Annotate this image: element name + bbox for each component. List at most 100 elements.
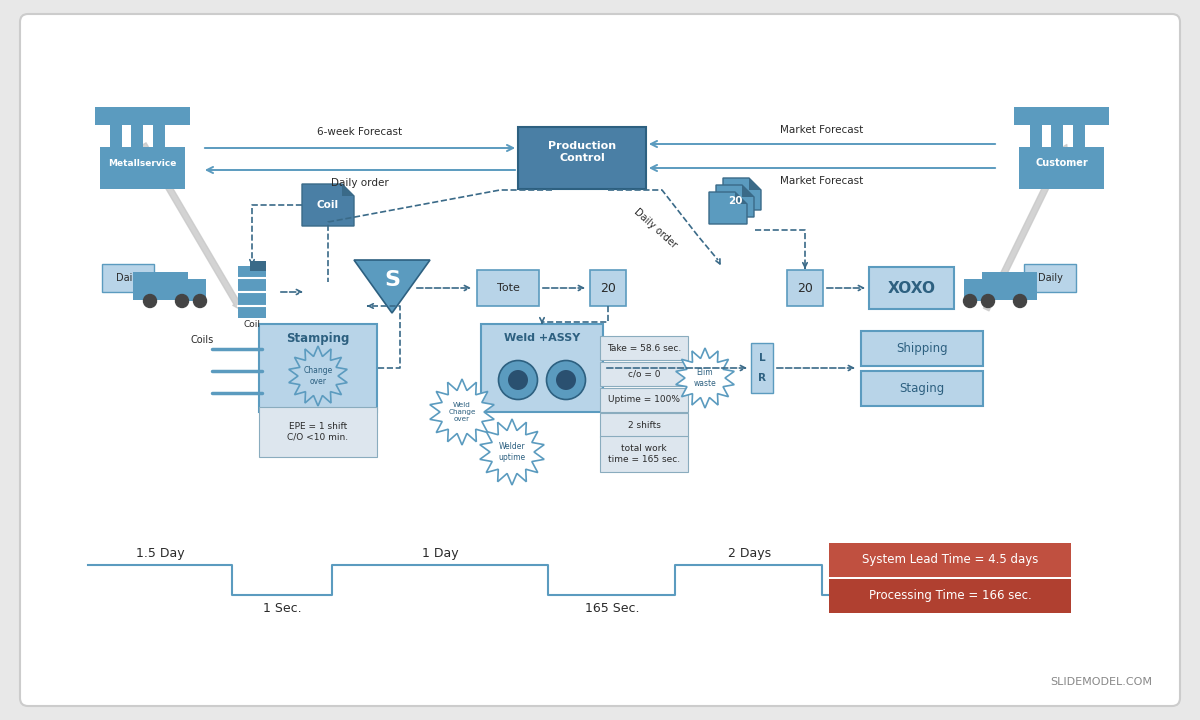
Text: Tote: Tote xyxy=(497,283,520,293)
FancyBboxPatch shape xyxy=(259,407,377,457)
FancyBboxPatch shape xyxy=(870,267,954,309)
FancyBboxPatch shape xyxy=(250,261,266,271)
Circle shape xyxy=(982,294,995,307)
Text: Staging: Staging xyxy=(899,382,944,395)
Polygon shape xyxy=(430,379,494,445)
Text: c/o = 0: c/o = 0 xyxy=(628,369,660,379)
Text: Coil: Coil xyxy=(317,200,340,210)
Text: XOXO: XOXO xyxy=(888,281,936,295)
Text: 1 Day: 1 Day xyxy=(421,546,458,559)
Polygon shape xyxy=(480,419,544,485)
FancyBboxPatch shape xyxy=(154,125,166,147)
Polygon shape xyxy=(749,178,761,190)
FancyBboxPatch shape xyxy=(1020,147,1104,189)
Text: Customer: Customer xyxy=(1036,158,1088,168)
FancyBboxPatch shape xyxy=(600,436,688,472)
Text: 2 shifts: 2 shifts xyxy=(628,420,660,430)
FancyBboxPatch shape xyxy=(1051,125,1063,147)
Text: Metallservice: Metallservice xyxy=(108,158,176,168)
FancyBboxPatch shape xyxy=(100,147,185,189)
Text: Daily: Daily xyxy=(1038,273,1062,283)
FancyBboxPatch shape xyxy=(1073,125,1085,147)
Polygon shape xyxy=(722,178,761,210)
Text: S: S xyxy=(384,270,400,290)
Text: SLIDEMODEL.COM: SLIDEMODEL.COM xyxy=(1050,677,1152,687)
FancyBboxPatch shape xyxy=(259,324,377,412)
Text: 2 Days: 2 Days xyxy=(728,546,772,559)
FancyBboxPatch shape xyxy=(829,543,1070,577)
Circle shape xyxy=(508,370,528,390)
Polygon shape xyxy=(95,107,190,125)
Text: Coils: Coils xyxy=(191,335,214,345)
FancyBboxPatch shape xyxy=(983,272,1038,300)
Polygon shape xyxy=(354,260,430,313)
FancyBboxPatch shape xyxy=(184,279,206,301)
FancyBboxPatch shape xyxy=(131,125,143,147)
FancyBboxPatch shape xyxy=(860,330,983,366)
FancyBboxPatch shape xyxy=(1030,125,1042,147)
FancyBboxPatch shape xyxy=(132,272,187,300)
Circle shape xyxy=(144,294,156,307)
Polygon shape xyxy=(734,192,746,204)
Circle shape xyxy=(556,370,576,390)
Text: Uptime = 100%: Uptime = 100% xyxy=(608,395,680,405)
Polygon shape xyxy=(1014,107,1110,125)
Polygon shape xyxy=(289,346,347,406)
Polygon shape xyxy=(709,192,746,224)
Text: Coil: Coil xyxy=(244,320,260,328)
Text: 1 Sec.: 1 Sec. xyxy=(263,603,301,616)
FancyBboxPatch shape xyxy=(590,270,626,306)
Text: 20: 20 xyxy=(727,196,743,206)
Text: 20: 20 xyxy=(797,282,812,294)
Text: Weld
Change
over: Weld Change over xyxy=(449,402,475,422)
Text: Change
over: Change over xyxy=(304,366,332,386)
FancyBboxPatch shape xyxy=(600,362,688,386)
FancyBboxPatch shape xyxy=(860,371,983,405)
FancyBboxPatch shape xyxy=(1024,264,1076,292)
Circle shape xyxy=(175,294,188,307)
FancyBboxPatch shape xyxy=(476,270,539,306)
Text: Daily order: Daily order xyxy=(331,178,389,188)
Text: Weld +ASSY: Weld +ASSY xyxy=(504,333,580,343)
Circle shape xyxy=(1014,294,1026,307)
Text: L: L xyxy=(758,353,766,363)
Text: Market Forecast: Market Forecast xyxy=(780,125,864,135)
FancyBboxPatch shape xyxy=(20,14,1180,706)
FancyBboxPatch shape xyxy=(238,266,266,318)
FancyBboxPatch shape xyxy=(751,343,773,393)
Text: Elim
waste: Elim waste xyxy=(694,369,716,387)
Polygon shape xyxy=(716,185,754,217)
FancyBboxPatch shape xyxy=(787,270,823,306)
FancyBboxPatch shape xyxy=(518,127,646,189)
FancyBboxPatch shape xyxy=(600,336,688,360)
Text: Take = 58.6 sec.: Take = 58.6 sec. xyxy=(607,343,682,353)
Circle shape xyxy=(964,294,977,307)
Text: 6-week Forecast: 6-week Forecast xyxy=(318,127,402,137)
FancyBboxPatch shape xyxy=(829,579,1070,613)
Polygon shape xyxy=(342,184,354,196)
FancyBboxPatch shape xyxy=(481,324,602,412)
Text: EPE = 1 shift
C/O <10 min.: EPE = 1 shift C/O <10 min. xyxy=(288,423,348,441)
Text: System Lead Time = 4.5 days: System Lead Time = 4.5 days xyxy=(862,554,1038,567)
Text: Production
Control: Production Control xyxy=(548,141,616,163)
Text: Shipping: Shipping xyxy=(896,341,948,354)
Circle shape xyxy=(546,361,586,400)
Text: Market Forecast: Market Forecast xyxy=(780,176,864,186)
Circle shape xyxy=(498,361,538,400)
Circle shape xyxy=(193,294,206,307)
Polygon shape xyxy=(676,348,734,408)
FancyBboxPatch shape xyxy=(600,388,688,412)
Text: 1.5 Day: 1.5 Day xyxy=(136,546,185,559)
Text: Daily order: Daily order xyxy=(631,206,678,250)
FancyBboxPatch shape xyxy=(110,125,122,147)
Text: Stamping: Stamping xyxy=(287,331,349,344)
Polygon shape xyxy=(302,184,354,226)
Text: Daily: Daily xyxy=(115,273,140,283)
Text: 20: 20 xyxy=(600,282,616,294)
Text: 165 Sec.: 165 Sec. xyxy=(584,603,640,616)
FancyBboxPatch shape xyxy=(964,279,986,301)
FancyBboxPatch shape xyxy=(102,264,154,292)
Text: R: R xyxy=(758,373,766,383)
Text: Processing Time = 166 sec.: Processing Time = 166 sec. xyxy=(869,590,1031,603)
Polygon shape xyxy=(742,185,754,197)
